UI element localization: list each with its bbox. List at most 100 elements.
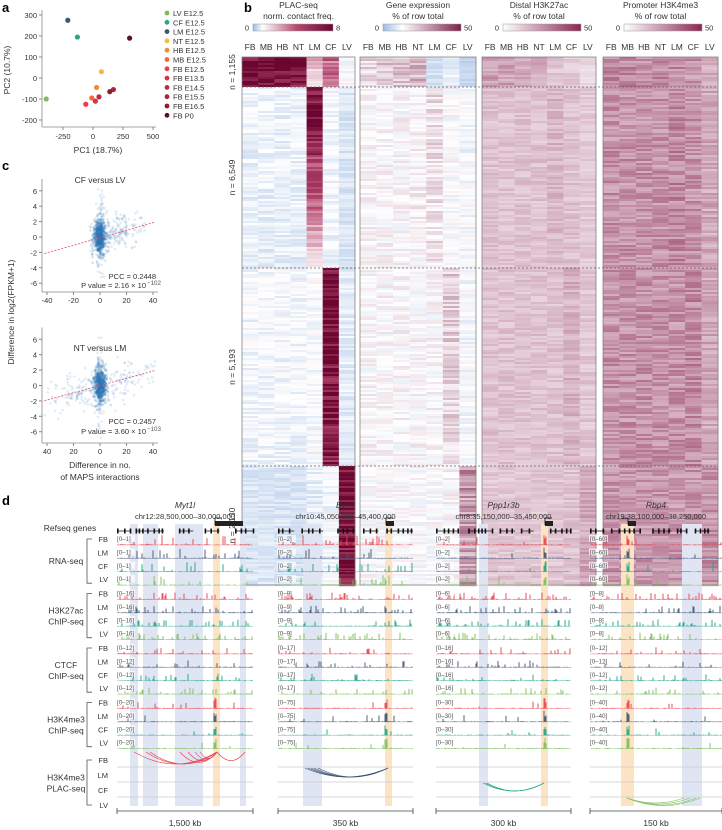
heatmap-cell <box>459 532 477 535</box>
heatmap-cell <box>442 185 460 188</box>
heatmap-cell <box>242 548 259 551</box>
heatmap-cell <box>306 227 323 230</box>
heatmap-cell <box>393 111 410 114</box>
heatmap-cell <box>290 362 307 365</box>
heatmap-cell <box>360 456 377 459</box>
heatmap-cell <box>258 129 275 132</box>
heatmap-cell <box>338 472 356 475</box>
heatmap-cell <box>482 322 499 325</box>
heatmap-cell <box>459 147 477 150</box>
heatmap-cell <box>547 231 564 234</box>
heatmap-cell <box>338 420 356 423</box>
heatmap-cell <box>459 394 477 397</box>
heatmap-cell <box>498 151 515 154</box>
heatmap-cell <box>498 97 515 100</box>
heatmap-cell <box>579 59 597 62</box>
heatmap-cell <box>579 109 597 112</box>
heatmap-cell <box>426 131 444 134</box>
heatmap-cell <box>376 426 394 429</box>
heatmap-cell <box>322 57 340 60</box>
heatmap-cell <box>393 125 410 128</box>
heatmap-cell <box>274 115 291 118</box>
heatmap-cell <box>376 111 394 114</box>
heatmap-cell <box>242 310 259 313</box>
heatmap-cell <box>530 113 548 116</box>
heatmap-cell <box>530 446 548 449</box>
heatmap-cell <box>482 121 499 124</box>
heatmap-cell <box>274 322 291 325</box>
heatmap-cell <box>530 450 548 453</box>
heatmap-cell <box>563 211 580 214</box>
heatmap-cell <box>514 189 532 192</box>
heatmap-cell <box>242 139 259 142</box>
heatmap-cell <box>514 183 532 186</box>
heatmap-cell <box>409 460 427 463</box>
heatmap-cell <box>482 101 499 104</box>
heatmap-cell <box>258 352 275 355</box>
heatmap-cell <box>242 366 259 369</box>
heatmap-cell <box>442 318 460 321</box>
heatmap-cell <box>459 554 477 557</box>
heatmap-cell <box>360 241 377 244</box>
heatmap-cell <box>322 95 340 98</box>
heatmap-cell <box>274 105 291 108</box>
heatmap-cell <box>376 59 394 62</box>
heatmap-cell <box>274 57 291 60</box>
heatmap-cell <box>442 434 460 437</box>
heatmap-cell <box>530 105 548 108</box>
heatmap-cell <box>338 129 356 132</box>
heatmap-cell <box>459 209 477 212</box>
heatmap-cell <box>514 390 532 393</box>
heatmap-cell <box>498 181 515 184</box>
heatmap-cell <box>258 460 275 463</box>
heatmap-cell <box>360 468 377 471</box>
legend-marker <box>164 19 170 25</box>
heatmap-cell <box>306 492 323 495</box>
heatmap-cell <box>514 276 532 279</box>
heatmap-cell <box>258 115 275 118</box>
heatmap-cell <box>530 223 548 226</box>
heatmap-cell <box>459 420 477 423</box>
heatmap-cell <box>306 165 323 168</box>
heatmap-cell <box>459 282 477 285</box>
heatmap-cell <box>338 462 356 465</box>
heatmap-cell <box>409 518 427 521</box>
heatmap-cell <box>306 504 323 507</box>
heatmap-cell <box>459 440 477 443</box>
heatmap-cell <box>459 165 477 168</box>
heatmap-cell <box>290 336 307 339</box>
heatmap-cell <box>376 199 394 202</box>
heatmap-cell <box>322 484 340 487</box>
heatmap-cell <box>514 91 532 94</box>
heatmap-cell <box>459 310 477 313</box>
heatmap-cell <box>376 191 394 194</box>
heatmap-cell <box>409 257 427 260</box>
heatmap-cell <box>514 121 532 124</box>
heatmap-cell <box>426 536 444 539</box>
heatmap-cell <box>290 215 307 218</box>
heatmap-cell <box>563 73 580 76</box>
heatmap-cell <box>242 213 259 216</box>
heatmap-cell <box>530 79 548 82</box>
heatmap-cell <box>322 414 340 417</box>
heatmap-cell <box>442 462 460 465</box>
heatmap-cell <box>547 195 564 198</box>
heatmap-cell <box>459 173 477 176</box>
heatmap-cell <box>322 348 340 351</box>
heatmap-cell <box>242 464 259 467</box>
heatmap-cell <box>376 492 394 495</box>
heatmap-cell <box>258 99 275 102</box>
heatmap-cell <box>442 454 460 457</box>
heatmap-cell <box>498 322 515 325</box>
heatmap-cell <box>290 402 307 405</box>
heatmap-cell <box>514 119 532 122</box>
heatmap-cell <box>426 510 444 513</box>
heatmap-cell <box>258 568 275 571</box>
heatmap-cell <box>459 179 477 182</box>
heatmap-cell <box>459 213 477 216</box>
heatmap-cell <box>360 193 377 196</box>
heatmap-cell <box>530 352 548 355</box>
heatmap-cell <box>322 472 340 475</box>
heatmap-cell <box>426 278 444 281</box>
heatmap-cell <box>242 572 259 575</box>
